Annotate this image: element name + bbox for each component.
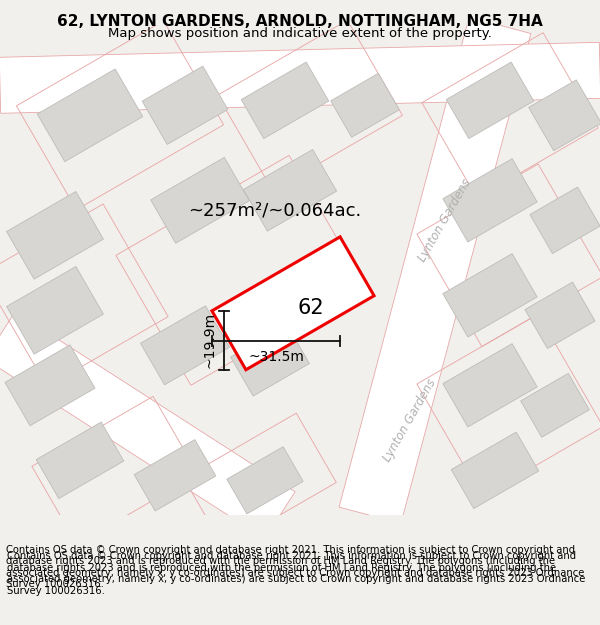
Polygon shape	[339, 17, 531, 524]
Polygon shape	[142, 66, 228, 144]
Polygon shape	[525, 282, 595, 349]
Polygon shape	[7, 266, 103, 354]
Polygon shape	[0, 42, 600, 113]
Polygon shape	[451, 432, 539, 509]
Text: Contains OS data © Crown copyright and database right 2021. This information is : Contains OS data © Crown copyright and d…	[6, 544, 584, 589]
Polygon shape	[140, 306, 229, 385]
Polygon shape	[443, 159, 537, 242]
Polygon shape	[443, 344, 537, 427]
Polygon shape	[36, 422, 124, 499]
Polygon shape	[0, 312, 295, 539]
Polygon shape	[5, 345, 95, 426]
Polygon shape	[151, 158, 250, 243]
Polygon shape	[530, 187, 600, 254]
Polygon shape	[212, 237, 374, 370]
Polygon shape	[446, 62, 534, 139]
Text: Map shows position and indicative extent of the property.: Map shows position and indicative extent…	[108, 27, 492, 40]
Text: ~31.5m: ~31.5m	[248, 350, 304, 364]
Polygon shape	[230, 324, 310, 396]
Polygon shape	[521, 373, 589, 438]
Text: ~19.9m: ~19.9m	[203, 312, 217, 368]
Text: Lynton Gardens: Lynton Gardens	[416, 177, 474, 264]
Text: Lynton Gardens: Lynton Gardens	[381, 377, 439, 464]
Text: Contains OS data © Crown copyright and database right 2021. This information is : Contains OS data © Crown copyright and d…	[7, 551, 586, 596]
Polygon shape	[443, 254, 537, 337]
Text: 62, LYNTON GARDENS, ARNOLD, NOTTINGHAM, NG5 7HA: 62, LYNTON GARDENS, ARNOLD, NOTTINGHAM, …	[57, 14, 543, 29]
Polygon shape	[529, 80, 600, 151]
Polygon shape	[331, 73, 400, 138]
Polygon shape	[241, 62, 329, 139]
Text: 62: 62	[298, 298, 325, 318]
Polygon shape	[244, 149, 337, 231]
Polygon shape	[134, 439, 216, 511]
Text: ~257m²/~0.064ac.: ~257m²/~0.064ac.	[188, 201, 362, 219]
Polygon shape	[37, 69, 143, 162]
Polygon shape	[7, 191, 103, 279]
Polygon shape	[227, 447, 303, 514]
